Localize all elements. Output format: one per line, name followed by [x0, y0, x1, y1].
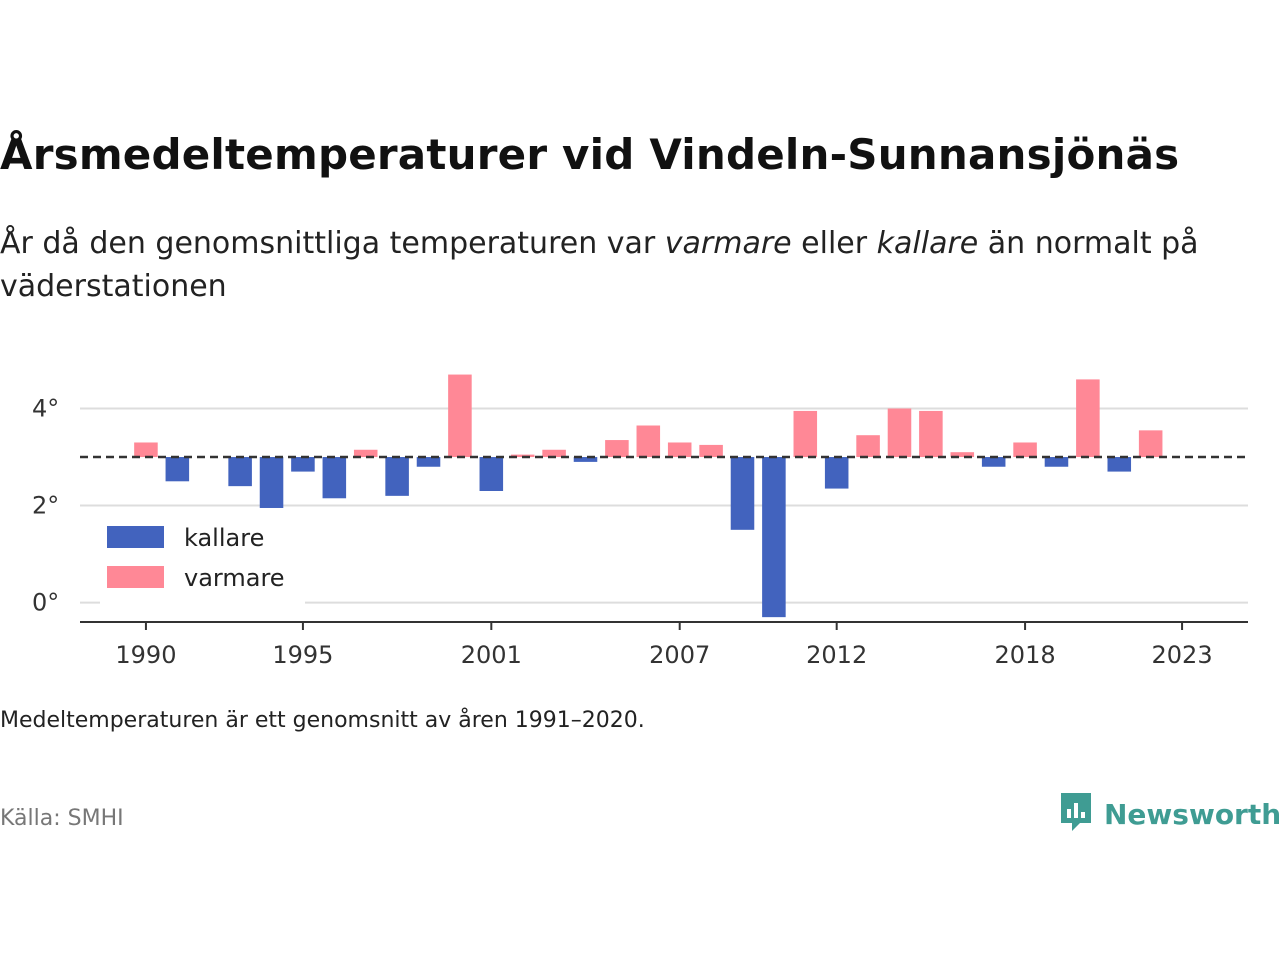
bar-2020 [1076, 379, 1100, 458]
subtitle-text-3: än normalt på väderstationen [0, 226, 1199, 304]
x-tick-label: 2023 [1152, 641, 1213, 669]
bar-2007 [667, 442, 692, 458]
legend: kallare varmare [100, 516, 305, 606]
bar-1993 [228, 457, 252, 487]
bar-2001 [479, 457, 504, 491]
bar-2004 [573, 457, 598, 462]
bar-1990 [134, 442, 158, 458]
brand-name: Newsworthy [1104, 797, 1280, 831]
x-axis-ticks: 1990 1995 2001 2007 2012 2018 2023 [115, 622, 1213, 669]
source-credit: Källa: SMHI [0, 806, 124, 831]
brand-logo: Newsworthy [1058, 790, 1280, 838]
bar-1995 [291, 457, 315, 472]
bar-1998 [385, 457, 409, 496]
bars [134, 374, 1163, 618]
bar-2005 [605, 440, 629, 458]
x-tick-label: 1990 [115, 641, 176, 669]
y-axis-labels: 0° 2° 4° [32, 395, 59, 617]
subtitle-text-2: eller [791, 226, 877, 261]
bar-2013 [856, 435, 880, 458]
subtitle-warm-word: varmare [664, 226, 792, 261]
bar-2010 [762, 457, 786, 618]
bar-1997 [353, 449, 378, 458]
chart-subtitle: År då den genomsnittliga temperaturen va… [0, 222, 1260, 308]
y-tick-label: 0° [32, 589, 59, 617]
bar-2009 [730, 457, 755, 530]
newsworthy-logo-icon [1058, 790, 1094, 838]
bar-2003 [542, 449, 566, 458]
x-tick-label: 2007 [649, 641, 710, 669]
x-tick-label: 2001 [461, 641, 522, 669]
y-tick-label: 4° [32, 395, 59, 423]
bar-2006 [636, 425, 661, 458]
subtitle-cold-word: kallare [876, 226, 979, 261]
bar-1991 [165, 457, 190, 482]
bar-1999 [416, 457, 441, 467]
x-tick-label: 2012 [806, 641, 867, 669]
bar-2015 [919, 410, 943, 458]
bar-1996 [322, 457, 347, 499]
legend-kallare-label: kallare [184, 524, 264, 552]
y-tick-label: 2° [32, 492, 59, 520]
legend-kallare-swatch [107, 526, 164, 548]
footnote: Medeltemperaturen är ett genomsnitt av å… [0, 708, 645, 733]
bar-2022 [1138, 430, 1163, 458]
bar-2019 [1044, 457, 1069, 467]
bar-2017 [981, 457, 1006, 467]
chart-title: Årsmedeltemperaturer vid Vindeln-Sunnans… [0, 130, 1180, 179]
bar-2011 [793, 410, 818, 458]
bar-2014 [887, 408, 912, 458]
temperature-bar-chart: 0° 2° 4° 1990 1995 2001 2007 2012 2018 2023 kall… [32, 374, 1248, 669]
bar-2008 [699, 444, 723, 458]
legend-varmare-swatch [107, 566, 164, 588]
x-tick-label: 1995 [272, 641, 333, 669]
bar-2012 [824, 457, 849, 489]
bar-2021 [1107, 457, 1132, 472]
bar-2016 [950, 452, 975, 458]
legend-varmare-label: varmare [184, 564, 285, 592]
bar-2000 [448, 374, 472, 458]
subtitle-text-1: År då den genomsnittliga temperaturen va… [0, 226, 665, 261]
x-tick-label: 2018 [995, 641, 1056, 669]
bar-2018 [1013, 442, 1037, 458]
bar-1994 [259, 457, 284, 508]
